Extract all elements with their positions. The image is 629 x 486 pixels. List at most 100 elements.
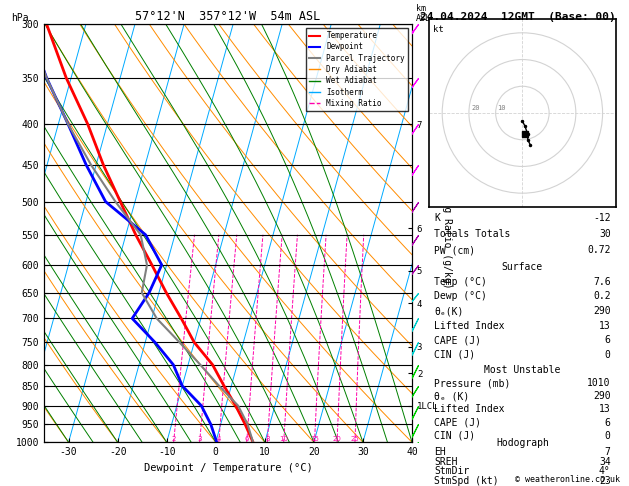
- Temperature: [249, 439, 257, 445]
- Text: SREH: SREH: [434, 457, 458, 467]
- Text: 290: 290: [593, 391, 611, 401]
- Text: 8: 8: [265, 436, 270, 442]
- Temperature: [84, 121, 91, 127]
- Text: θₑ (K): θₑ (K): [434, 391, 469, 401]
- Text: 34: 34: [599, 457, 611, 467]
- Text: 20: 20: [472, 105, 480, 111]
- Text: 4°: 4°: [599, 466, 611, 476]
- Parcel Trajectory: [249, 439, 257, 445]
- Dewpoint: [151, 340, 159, 346]
- Text: km
ASL: km ASL: [416, 4, 431, 23]
- Text: CIN (J): CIN (J): [434, 350, 476, 360]
- Dewpoint: [142, 232, 149, 238]
- Text: StmSpd (kt): StmSpd (kt): [434, 476, 499, 486]
- Text: 30: 30: [599, 229, 611, 239]
- Y-axis label: Mixing Ratio (g/kg): Mixing Ratio (g/kg): [442, 177, 452, 289]
- Parcel Trajectory: [23, 21, 31, 27]
- Text: -12: -12: [593, 213, 611, 223]
- Temperature: [148, 262, 155, 268]
- Text: 24.04.2024  12GMT  (Base: 00): 24.04.2024 12GMT (Base: 00): [420, 12, 616, 22]
- Temperature: [242, 421, 249, 427]
- Parcel Trajectory: [43, 75, 50, 81]
- Title: 57°12'N  357°12'W  54m ASL: 57°12'N 357°12'W 54m ASL: [135, 10, 321, 23]
- Text: 13: 13: [599, 404, 611, 415]
- Temperature: [162, 290, 170, 295]
- Text: 10: 10: [497, 105, 506, 111]
- Text: 20: 20: [333, 436, 342, 442]
- Temperature: [209, 362, 216, 368]
- Text: Pressure (mb): Pressure (mb): [434, 378, 511, 388]
- Temperature: [220, 383, 228, 389]
- Line: Dewpoint: Dewpoint: [27, 24, 217, 442]
- Text: 4: 4: [216, 436, 221, 442]
- Text: 23: 23: [599, 476, 611, 486]
- Parcel Trajectory: [87, 162, 95, 168]
- Parcel Trajectory: [197, 362, 204, 368]
- Dewpoint: [64, 121, 72, 127]
- Text: CIN (J): CIN (J): [434, 431, 476, 441]
- Temperature: [99, 162, 107, 168]
- Parcel Trajectory: [175, 340, 183, 346]
- Parcel Trajectory: [235, 403, 242, 409]
- Text: Dewp (°C): Dewp (°C): [434, 292, 487, 301]
- X-axis label: Dewpoint / Temperature (°C): Dewpoint / Temperature (°C): [143, 463, 313, 473]
- Dewpoint: [43, 75, 50, 81]
- Text: 10: 10: [279, 436, 288, 442]
- Line: Parcel Trajectory: Parcel Trajectory: [27, 24, 253, 442]
- Text: 6: 6: [604, 335, 611, 345]
- Text: 1010: 1010: [587, 378, 611, 388]
- Line: Temperature: Temperature: [47, 24, 253, 442]
- Text: 290: 290: [593, 306, 611, 316]
- Parcel Trajectory: [64, 121, 72, 127]
- Text: Lifted Index: Lifted Index: [434, 321, 504, 330]
- Parcel Trajectory: [137, 232, 145, 238]
- Temperature: [62, 75, 70, 81]
- Text: Temp (°C): Temp (°C): [434, 277, 487, 287]
- Temperature: [43, 21, 50, 27]
- Text: 25: 25: [350, 436, 359, 442]
- Text: Surface: Surface: [502, 262, 543, 272]
- Text: 15: 15: [310, 436, 319, 442]
- Parcel Trajectory: [138, 290, 145, 295]
- Dewpoint: [179, 383, 186, 389]
- Dewpoint: [158, 262, 165, 268]
- Text: θₑ(K): θₑ(K): [434, 306, 464, 316]
- Text: 6: 6: [245, 436, 249, 442]
- Temperature: [191, 340, 198, 346]
- Dewpoint: [145, 290, 153, 295]
- Text: Hodograph: Hodograph: [496, 438, 549, 448]
- Text: CAPE (J): CAPE (J): [434, 417, 481, 428]
- Text: kt: kt: [433, 25, 443, 34]
- Temperature: [116, 199, 124, 205]
- Parcel Trajectory: [111, 199, 119, 205]
- Text: © weatheronline.co.uk: © weatheronline.co.uk: [515, 474, 620, 484]
- Parcel Trajectory: [244, 421, 252, 427]
- Dewpoint: [102, 199, 109, 205]
- Text: 0.72: 0.72: [587, 245, 611, 256]
- Temperature: [232, 403, 240, 409]
- Dewpoint: [82, 162, 90, 168]
- Text: Totals Totals: Totals Totals: [434, 229, 511, 239]
- Text: EH: EH: [434, 447, 446, 457]
- Text: 13: 13: [599, 321, 611, 330]
- Dewpoint: [170, 362, 177, 368]
- Dewpoint: [128, 315, 136, 321]
- Text: 0: 0: [604, 431, 611, 441]
- Temperature: [132, 232, 140, 238]
- Text: 2: 2: [172, 436, 176, 442]
- Text: StmDir: StmDir: [434, 466, 469, 476]
- Text: Lifted Index: Lifted Index: [434, 404, 504, 415]
- Temperature: [177, 315, 185, 321]
- Dewpoint: [207, 421, 214, 427]
- Text: 0: 0: [604, 350, 611, 360]
- Parcel Trajectory: [143, 262, 151, 268]
- Dewpoint: [23, 21, 31, 27]
- Text: 7.6: 7.6: [593, 277, 611, 287]
- Text: hPa: hPa: [11, 14, 28, 23]
- Text: CAPE (J): CAPE (J): [434, 335, 481, 345]
- Text: 3: 3: [198, 436, 202, 442]
- Text: 7: 7: [604, 447, 611, 457]
- Text: 0.2: 0.2: [593, 292, 611, 301]
- Legend: Temperature, Dewpoint, Parcel Trajectory, Dry Adiabat, Wet Adiabat, Isotherm, Mi: Temperature, Dewpoint, Parcel Trajectory…: [306, 28, 408, 111]
- Text: PW (cm): PW (cm): [434, 245, 476, 256]
